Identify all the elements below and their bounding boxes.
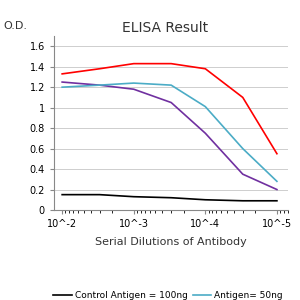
Text: ELISA Result: ELISA Result <box>122 21 208 35</box>
Antigen= 10ng <box>98 83 101 87</box>
Antigen= 10ng <box>60 80 64 84</box>
Control Antigen = 100ng <box>203 198 207 202</box>
Antigen= 100ng <box>60 72 64 76</box>
Antigen= 50ng <box>98 83 101 87</box>
Line: Antigen= 10ng: Antigen= 10ng <box>62 82 277 190</box>
Antigen= 10ng <box>241 172 244 176</box>
Control Antigen = 100ng <box>275 199 279 202</box>
Antigen= 50ng <box>132 81 136 85</box>
Antigen= 10ng <box>203 131 207 135</box>
Antigen= 100ng <box>275 152 279 155</box>
Antigen= 50ng <box>275 179 279 183</box>
Antigen= 50ng <box>169 83 173 87</box>
Antigen= 100ng <box>98 67 101 70</box>
Legend: Control Antigen = 100ng, Antigen= 10ng, Antigen= 50ng, Antigen= 100ng: Control Antigen = 100ng, Antigen= 10ng, … <box>50 288 292 300</box>
Control Antigen = 100ng <box>169 196 173 200</box>
Antigen= 10ng <box>132 87 136 91</box>
Antigen= 50ng <box>60 85 64 89</box>
Control Antigen = 100ng <box>132 195 136 199</box>
Antigen= 50ng <box>203 105 207 108</box>
Antigen= 100ng <box>241 96 244 99</box>
Antigen= 100ng <box>132 62 136 65</box>
Antigen= 10ng <box>275 188 279 191</box>
Line: Control Antigen = 100ng: Control Antigen = 100ng <box>62 195 277 201</box>
Antigen= 50ng <box>241 147 244 150</box>
Line: Antigen= 50ng: Antigen= 50ng <box>62 83 277 181</box>
Text: O.D.: O.D. <box>3 21 27 31</box>
Antigen= 10ng <box>169 101 173 104</box>
Control Antigen = 100ng <box>98 193 101 196</box>
Control Antigen = 100ng <box>60 193 64 196</box>
Line: Antigen= 100ng: Antigen= 100ng <box>62 64 277 154</box>
Antigen= 100ng <box>169 62 173 65</box>
Control Antigen = 100ng <box>241 199 244 202</box>
Antigen= 100ng <box>203 67 207 70</box>
Text: Serial Dilutions of Antibody: Serial Dilutions of Antibody <box>95 237 247 247</box>
